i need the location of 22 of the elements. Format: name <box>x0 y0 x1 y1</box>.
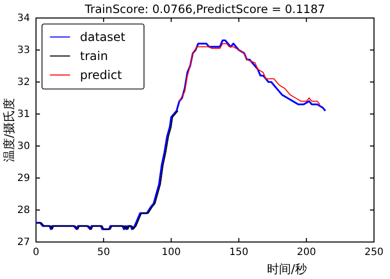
x-tick-label: 0 <box>32 247 40 258</box>
legend-label: dataset <box>80 30 126 44</box>
y-tick-label: 31 <box>17 109 30 120</box>
x-axis-title: 时间/秒 <box>266 262 308 276</box>
y-axis-title: 温度/摄氏度 <box>2 98 16 162</box>
x-tick-label: 100 <box>162 247 181 258</box>
legend-label: train <box>80 49 108 63</box>
y-tick-label: 30 <box>17 141 30 152</box>
x-tick-label: 50 <box>97 247 110 258</box>
y-tick-label: 33 <box>17 45 30 56</box>
y-tick-label: 29 <box>17 173 30 184</box>
x-tick-label: 200 <box>296 247 316 258</box>
legend-label: predict <box>80 68 122 82</box>
y-tick-label: 27 <box>17 237 30 248</box>
line-series <box>35 40 326 230</box>
y-tick-label: 32 <box>17 77 30 88</box>
x-tick-label: 150 <box>229 247 248 258</box>
line-series <box>178 43 320 105</box>
y-tick-label: 28 <box>17 205 30 216</box>
x-tick-label: 250 <box>364 247 384 258</box>
y-tick-label: 34 <box>17 13 30 24</box>
chart-title: TrainScore: 0.0766,PredictScore = 0.1187 <box>84 2 326 16</box>
